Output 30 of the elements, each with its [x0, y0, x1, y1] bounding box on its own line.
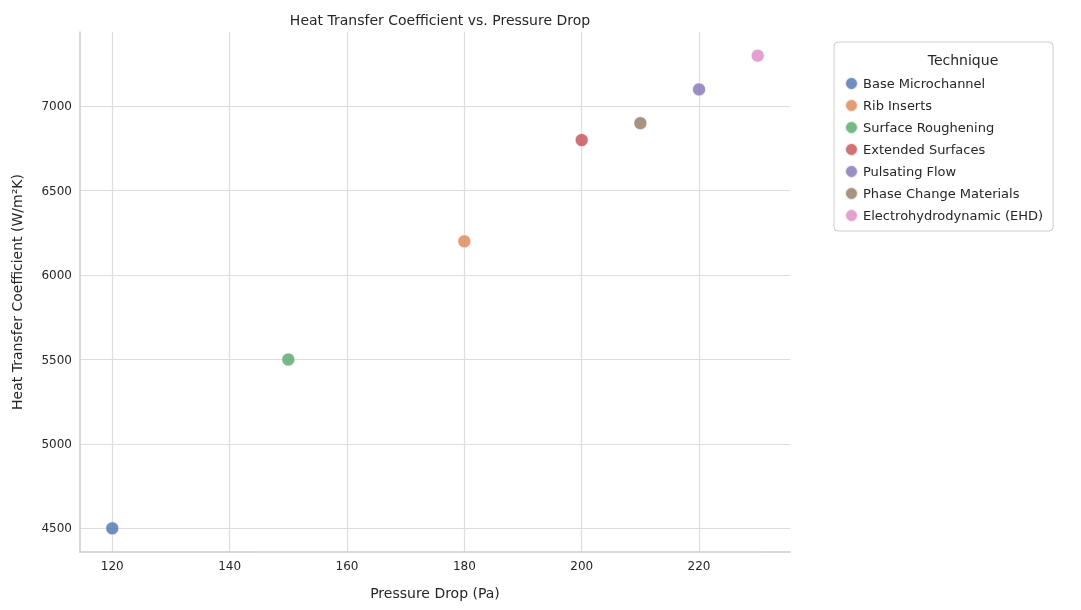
x-tick-label: 180 [452, 559, 476, 573]
legend-label: Pulsating Flow [863, 164, 957, 179]
x-tick-label: 120 [100, 559, 124, 573]
legend-label: Phase Change Materials [863, 186, 1020, 201]
x-tick-label: 140 [218, 559, 242, 573]
x-tick-label: 200 [570, 559, 594, 573]
point [105, 521, 120, 536]
chart-title: Heat Transfer Coefficient vs. Pressure Drop [289, 12, 591, 28]
point [457, 234, 472, 249]
y-tick-label: 4500 [41, 521, 72, 536]
legend-label: Rib Inserts [863, 98, 933, 113]
x-tick-label: 220 [687, 559, 711, 573]
legend-title: Technique [926, 52, 999, 68]
point [281, 352, 296, 367]
y-tick-label: 5500 [41, 352, 72, 367]
legend-label: Surface Roughening [863, 120, 995, 135]
y-tick-label: 6500 [41, 183, 72, 198]
point [574, 133, 589, 147]
y-tick-label: 5000 [41, 436, 72, 451]
legend-label: Extended Surfaces [863, 142, 986, 157]
x-axis-title: Pressure Drop (Pa) [370, 585, 500, 601]
y-tick-label: 6000 [41, 268, 72, 283]
x-tick-label: 160 [335, 559, 359, 573]
legend-label: Electrohydrodynamic (EHD) [863, 208, 1044, 223]
point [750, 48, 765, 63]
point [633, 116, 648, 131]
y-axis-title: Heat Transfer Coefficient (W/m²K) [9, 174, 25, 410]
legend-label: Base Microchannel [863, 76, 986, 91]
point [692, 82, 706, 97]
y-tick-label: 7000 [41, 99, 72, 114]
